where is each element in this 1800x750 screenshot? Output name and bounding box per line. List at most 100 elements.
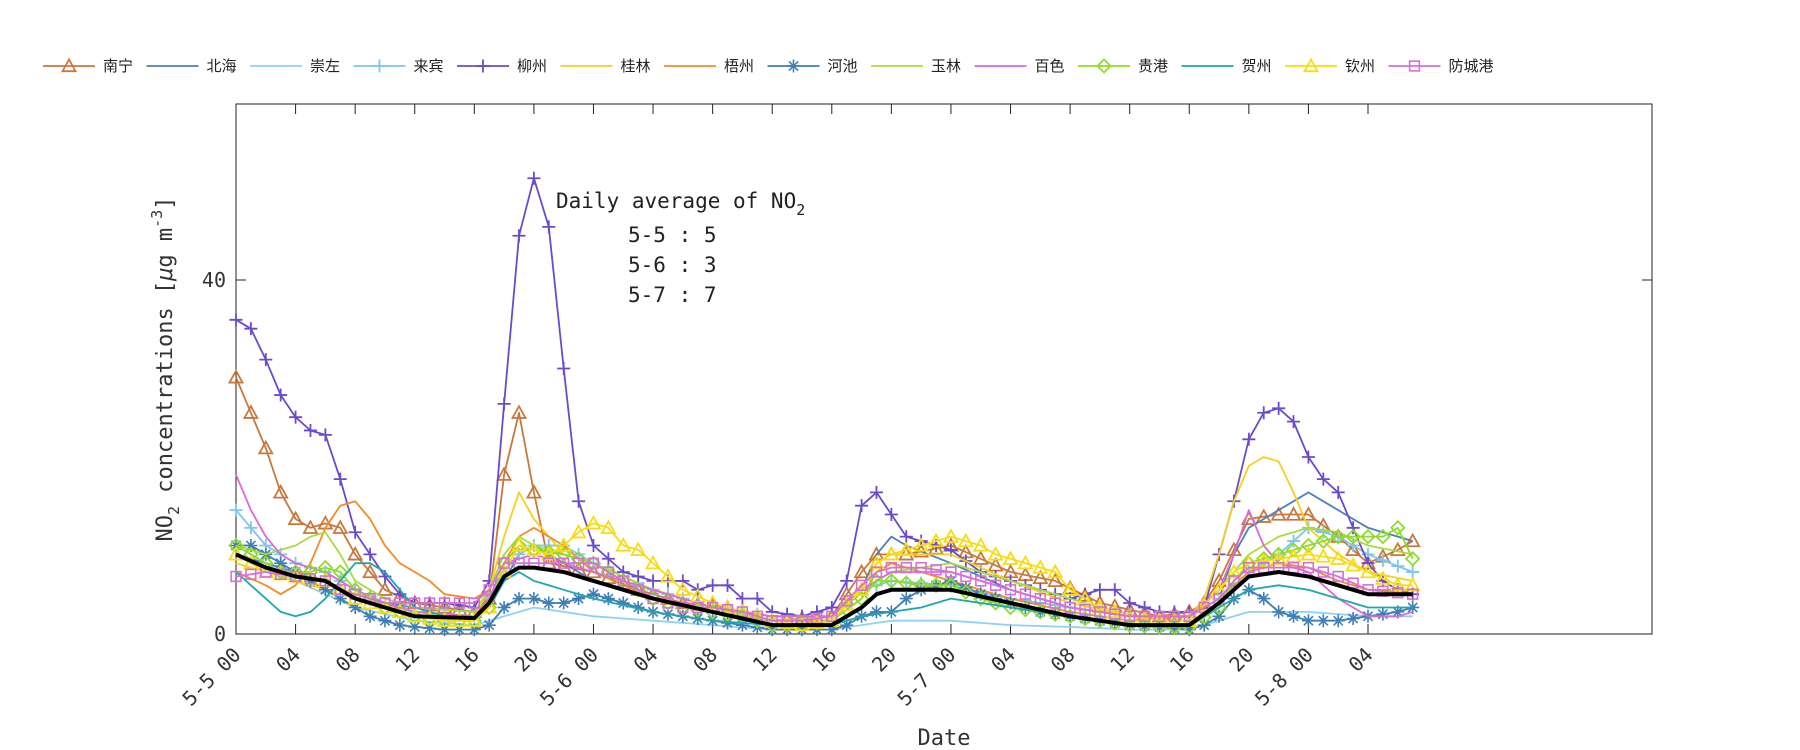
x-tick-label: 08 bbox=[688, 643, 722, 677]
data-point bbox=[868, 545, 885, 561]
data-point bbox=[616, 596, 630, 610]
data-point bbox=[303, 574, 317, 588]
data-point bbox=[958, 584, 974, 600]
legend-label: 南宁 bbox=[103, 57, 133, 75]
data-point bbox=[1390, 520, 1406, 536]
y-label-no: NO bbox=[153, 515, 178, 542]
data-point bbox=[333, 472, 347, 486]
data-point bbox=[423, 597, 436, 609]
data-point bbox=[274, 556, 288, 570]
data-point bbox=[453, 597, 466, 609]
data-point bbox=[630, 541, 647, 557]
data-point bbox=[750, 592, 764, 606]
data-point bbox=[1332, 570, 1344, 583]
data-point bbox=[719, 599, 736, 614]
data-point bbox=[1359, 563, 1377, 579]
x-tick-label: 20 bbox=[1224, 643, 1258, 677]
legend-item: 桂林 bbox=[560, 57, 651, 75]
y-label-mu: μ bbox=[153, 268, 178, 282]
data-point bbox=[512, 229, 526, 243]
legend-item: 北海 bbox=[146, 57, 237, 75]
data-point bbox=[272, 484, 289, 499]
data-point bbox=[765, 623, 779, 637]
annotation: Daily average of NO2 5-5 : 5 5-6 : 3 5-7 : … bbox=[556, 189, 805, 307]
data-point bbox=[885, 561, 898, 574]
data-point bbox=[585, 515, 602, 530]
y-label-sub: 2 bbox=[165, 506, 183, 515]
data-point bbox=[586, 539, 600, 552]
data-point bbox=[674, 581, 691, 596]
data-point bbox=[229, 313, 243, 327]
series-mean bbox=[235, 552, 1413, 628]
data-point bbox=[780, 623, 794, 637]
data-point bbox=[900, 561, 912, 574]
data-point bbox=[1079, 603, 1091, 616]
data-point bbox=[438, 597, 451, 609]
data-point bbox=[974, 587, 988, 601]
data-point bbox=[1211, 581, 1228, 596]
data-point bbox=[1360, 528, 1376, 545]
data-point bbox=[645, 554, 662, 570]
data-point bbox=[527, 592, 541, 606]
y-tick-label: 0 bbox=[214, 622, 226, 646]
data-point bbox=[510, 537, 528, 552]
data-point bbox=[1287, 415, 1301, 429]
data-point bbox=[735, 618, 749, 632]
data-point bbox=[1124, 610, 1136, 622]
data-point bbox=[525, 484, 542, 499]
legend-item: 钦州 bbox=[1285, 57, 1375, 75]
annotation-line: 5-6 : 3 bbox=[628, 253, 717, 277]
series-line bbox=[235, 552, 1413, 628]
data-point bbox=[333, 592, 347, 606]
data-point bbox=[244, 521, 258, 535]
data-point bbox=[868, 554, 885, 570]
series-玉林 bbox=[235, 526, 1413, 622]
data-point bbox=[913, 537, 930, 552]
legend-label: 贵港 bbox=[1138, 57, 1168, 75]
data-point bbox=[527, 171, 541, 185]
data-point bbox=[363, 609, 377, 623]
x-tick-label: 04 bbox=[986, 643, 1020, 677]
data-point bbox=[334, 584, 346, 596]
data-point bbox=[525, 541, 542, 557]
legend-item: 贵港 bbox=[1078, 57, 1168, 75]
data-point bbox=[1315, 533, 1332, 549]
data-point bbox=[1228, 575, 1240, 587]
data-point bbox=[230, 570, 242, 583]
data-point bbox=[915, 561, 927, 574]
data-point bbox=[1270, 546, 1287, 563]
data-point bbox=[631, 569, 645, 583]
x-tick-label: 5-7 00 bbox=[892, 643, 960, 711]
x-tick-label: 16 bbox=[1165, 643, 1199, 677]
data-point bbox=[1094, 606, 1106, 618]
data-point bbox=[1034, 592, 1046, 605]
data-point bbox=[483, 584, 495, 596]
data-point bbox=[393, 618, 407, 632]
data-point bbox=[1183, 610, 1195, 622]
data-point bbox=[497, 397, 511, 411]
data-point bbox=[808, 614, 825, 630]
data-point bbox=[1064, 601, 1076, 614]
data-point bbox=[1317, 566, 1329, 578]
x-tick-label: 08 bbox=[331, 643, 365, 677]
x-tick-label: 04 bbox=[1344, 643, 1378, 677]
data-point bbox=[587, 557, 600, 569]
legend-item: 来宾 bbox=[353, 57, 444, 75]
data-point bbox=[572, 557, 585, 569]
data-point bbox=[1301, 614, 1315, 628]
data-point bbox=[229, 503, 243, 517]
data-point bbox=[1331, 485, 1345, 499]
data-point bbox=[1361, 556, 1375, 570]
x-tick-label: 12 bbox=[748, 643, 782, 677]
data-point bbox=[1316, 525, 1330, 539]
data-point bbox=[913, 577, 929, 594]
data-point bbox=[348, 525, 362, 539]
legend-label: 钦州 bbox=[1345, 57, 1375, 75]
data-point bbox=[1255, 551, 1272, 567]
data-point bbox=[558, 557, 570, 569]
data-point bbox=[436, 612, 453, 627]
data-point bbox=[928, 532, 945, 548]
data-point bbox=[332, 519, 349, 534]
data-point bbox=[498, 557, 510, 569]
